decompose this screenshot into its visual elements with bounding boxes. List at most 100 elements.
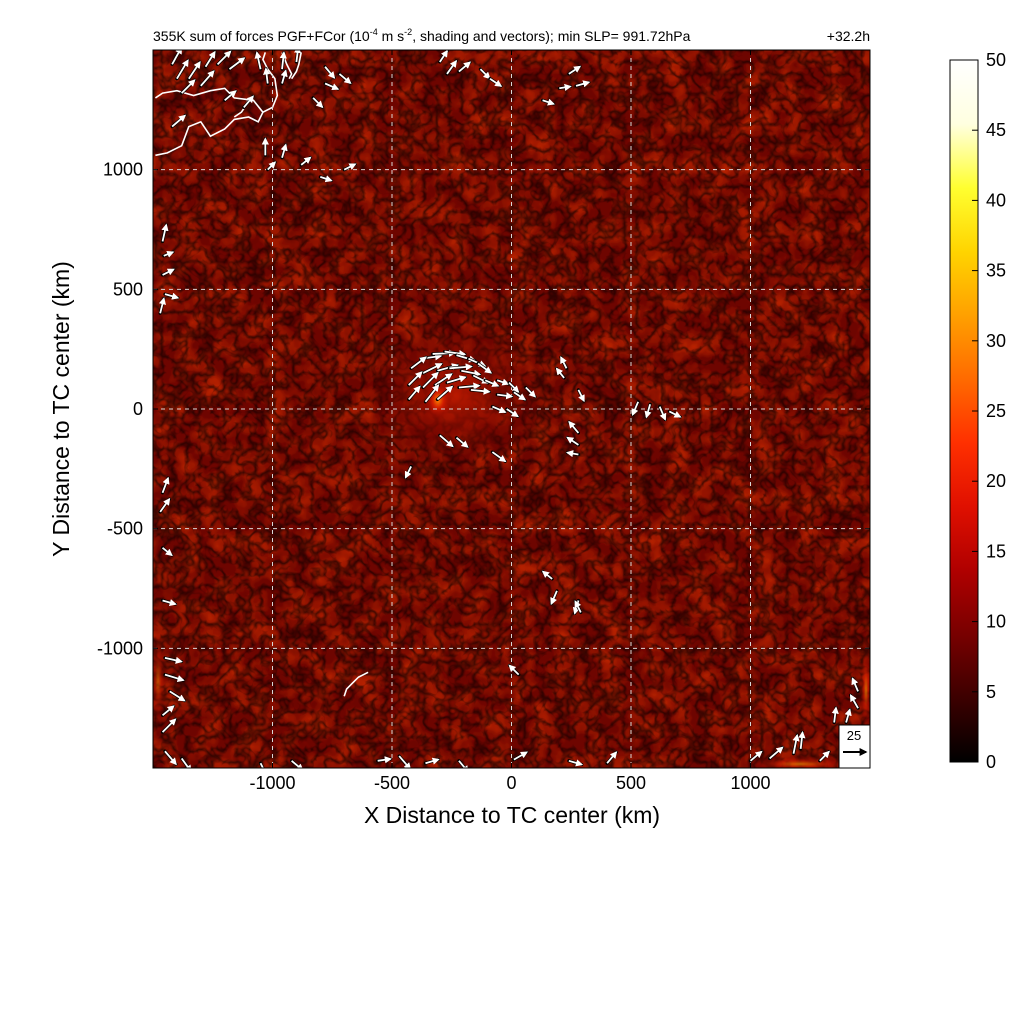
force-vector — [404, 466, 412, 479]
force-vector — [324, 82, 340, 91]
colorbar-ticks: 0 5 10 15 20 25 30 35 40 45 50 — [972, 50, 1006, 772]
x-tick-label: 500 — [616, 773, 646, 793]
colorbar-tick-label: 25 — [986, 401, 1006, 421]
force-vector — [819, 750, 831, 762]
force-vector — [574, 600, 582, 613]
force-vector — [491, 451, 507, 463]
force-vector — [425, 757, 440, 765]
force-vector — [458, 61, 472, 73]
force-vector — [568, 65, 582, 75]
force-vector — [455, 437, 469, 448]
force-vector — [792, 733, 800, 754]
force-vector — [410, 356, 427, 370]
force-vector — [565, 450, 579, 458]
force-vector — [541, 570, 553, 580]
x-tick-label: 0 — [506, 773, 516, 793]
core-glow — [360, 320, 550, 470]
force-vector — [458, 760, 470, 768]
force-vector — [436, 385, 454, 401]
reference-vector-box — [838, 724, 871, 769]
force-vector — [279, 51, 287, 70]
colorbar-tick-label: 20 — [986, 471, 1006, 491]
force-vector — [161, 705, 175, 717]
reference-vector-key: 25 — [838, 724, 871, 769]
force-vector — [437, 363, 460, 372]
force-vector — [769, 746, 784, 760]
force-vector — [161, 476, 170, 494]
force-vector — [484, 379, 500, 387]
force-vector — [477, 362, 493, 374]
force-vector — [280, 69, 288, 84]
force-vector — [851, 677, 859, 692]
force-vector — [280, 143, 288, 158]
y-axis-ticks: -1000 -500 0 500 1000 — [97, 160, 870, 658]
force-vectors — [158, 50, 860, 768]
force-vector — [798, 730, 806, 749]
force-vector — [216, 50, 232, 65]
heatmap-highlights — [153, 320, 870, 768]
force-vector — [161, 547, 173, 557]
force-vector — [377, 756, 392, 764]
colorbar-tick-label: 45 — [986, 120, 1006, 140]
force-vector — [163, 250, 175, 258]
force-vector — [568, 759, 584, 767]
force-vector — [508, 382, 520, 393]
force-vector — [424, 384, 440, 403]
force-vector — [293, 50, 302, 63]
colorbar-tick-label: 5 — [986, 682, 996, 702]
time-label: +32.2h — [827, 28, 870, 44]
force-vector — [555, 367, 565, 379]
y-tick-label: 0 — [133, 399, 143, 419]
force-vector — [162, 599, 177, 607]
force-vector — [559, 83, 572, 91]
force-vector — [631, 401, 639, 417]
colorbar: 0 5 10 15 20 25 30 35 40 45 50 — [949, 50, 1006, 772]
force-vector — [159, 497, 171, 513]
force-vector — [254, 51, 262, 70]
y-tick-label: -500 — [107, 519, 143, 539]
force-vector — [200, 70, 215, 87]
force-vector — [444, 349, 467, 358]
force-vector — [343, 163, 357, 171]
force-vector — [164, 673, 185, 682]
force-vector — [181, 79, 196, 94]
coastline-contours — [154, 52, 369, 697]
force-vector — [831, 706, 839, 723]
force-vector — [164, 750, 177, 766]
colorbar-tick-label: 30 — [986, 331, 1006, 351]
force-vector — [458, 382, 481, 390]
force-vector — [398, 755, 412, 768]
x-tick-label: -1000 — [249, 773, 295, 793]
force-vector — [479, 68, 491, 80]
colorbar-tick-label: 40 — [986, 190, 1006, 210]
force-vector — [497, 392, 514, 400]
force-vector — [408, 371, 423, 386]
force-vector — [169, 690, 186, 702]
colorbar-tick-label: 35 — [986, 261, 1006, 281]
force-vector — [176, 59, 189, 80]
force-vector — [513, 391, 527, 401]
force-vector — [259, 762, 264, 768]
force-vector — [606, 751, 618, 764]
force-vector — [158, 297, 166, 314]
force-vector — [188, 60, 201, 80]
force-vector — [171, 114, 187, 128]
force-vector — [291, 760, 304, 768]
force-vector — [228, 57, 246, 70]
force-vector — [434, 373, 453, 386]
force-vector — [577, 389, 585, 403]
force-vector — [542, 98, 555, 106]
force-vector — [658, 406, 667, 421]
reference-vector-label: 25 — [847, 728, 861, 743]
force-vector — [508, 664, 520, 676]
force-vector — [224, 90, 237, 101]
force-vector — [844, 708, 852, 723]
y-tick-label: 1000 — [103, 160, 143, 180]
force-vector — [324, 66, 336, 79]
coastline-contour — [290, 52, 302, 80]
force-vector — [161, 718, 177, 733]
edge-hot-left — [153, 630, 166, 730]
force-vector — [338, 73, 352, 85]
force-vector — [204, 50, 216, 68]
x-axis-label: X Distance to TC center (km) — [364, 802, 660, 828]
